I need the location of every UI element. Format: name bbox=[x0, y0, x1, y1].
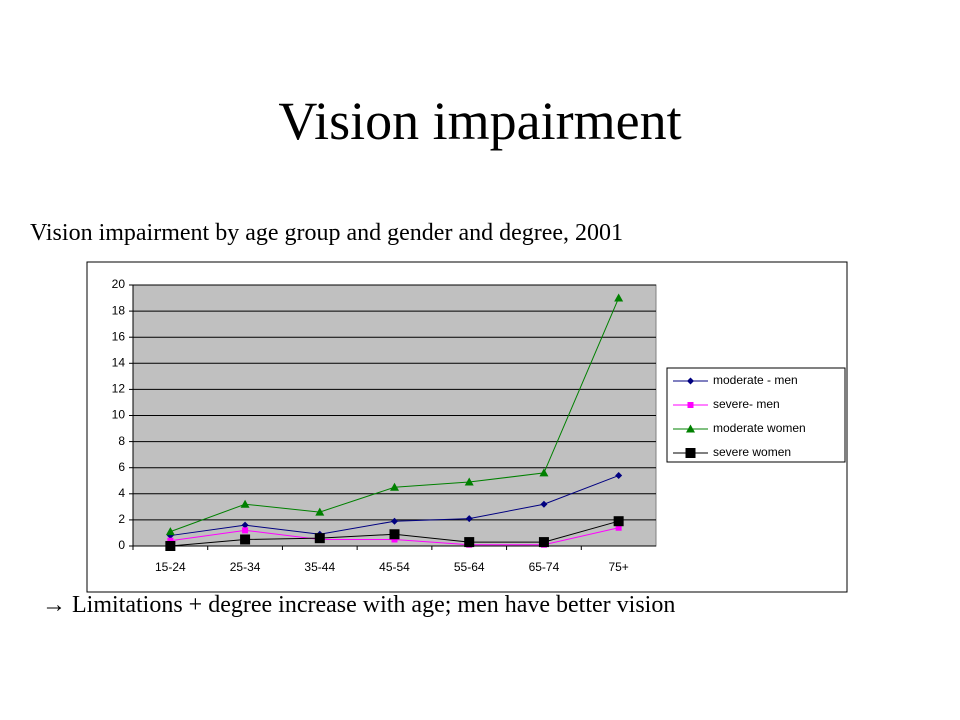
data-point bbox=[539, 468, 549, 477]
y-tick-label: 14 bbox=[112, 355, 126, 369]
data-point bbox=[315, 507, 325, 516]
data-point bbox=[240, 499, 250, 508]
data-point bbox=[613, 516, 624, 527]
y-tick-label: 6 bbox=[118, 460, 125, 474]
data-point bbox=[165, 527, 175, 536]
data-point bbox=[165, 541, 176, 551]
x-tick-label: 35-44 bbox=[304, 560, 335, 574]
y-tick-label: 16 bbox=[112, 329, 126, 343]
data-point bbox=[614, 293, 624, 302]
y-tick-label: 4 bbox=[118, 486, 125, 500]
legend-label: severe- men bbox=[713, 397, 780, 411]
data-point bbox=[242, 527, 249, 534]
data-point bbox=[465, 515, 473, 523]
subtitle: Vision impairment by age group and gende… bbox=[30, 220, 624, 246]
data-point bbox=[389, 529, 400, 540]
x-tick-label: 65-74 bbox=[529, 560, 560, 574]
note: → Limitations + degree increase with age… bbox=[42, 592, 676, 618]
data-point bbox=[464, 537, 475, 548]
y-tick-label: 18 bbox=[112, 303, 126, 317]
legend-box bbox=[666, 367, 846, 463]
data-point bbox=[390, 482, 399, 491]
slide-title: Vision impairment bbox=[278, 91, 682, 151]
legend-marker bbox=[686, 424, 695, 433]
legend-label: moderate - men bbox=[713, 373, 798, 387]
data-point bbox=[314, 533, 325, 544]
x-tick-label: 55-64 bbox=[454, 560, 485, 574]
x-tick-label: 15-24 bbox=[155, 560, 186, 574]
y-tick-label: 0 bbox=[118, 538, 125, 552]
data-point bbox=[615, 472, 623, 480]
y-tick-label: 10 bbox=[112, 408, 126, 422]
legend-label: severe women bbox=[713, 445, 791, 459]
data-point bbox=[391, 517, 398, 525]
x-tick-label: 45-54 bbox=[379, 560, 410, 574]
x-tick-label: 25-34 bbox=[230, 560, 261, 574]
data-point bbox=[464, 477, 474, 486]
y-tick-label: 20 bbox=[112, 277, 126, 291]
legend-marker bbox=[687, 402, 694, 408]
y-tick-label: 2 bbox=[118, 512, 125, 526]
legend-marker bbox=[685, 448, 696, 458]
legend-marker bbox=[687, 377, 694, 385]
y-tick-label: 8 bbox=[118, 434, 125, 448]
data-point bbox=[540, 500, 548, 508]
data-point bbox=[241, 521, 249, 529]
data-point bbox=[538, 537, 549, 548]
data-point bbox=[615, 524, 622, 531]
data-point bbox=[240, 534, 251, 545]
data-point bbox=[167, 537, 174, 544]
data-point bbox=[391, 536, 398, 543]
y-tick-label: 12 bbox=[112, 382, 126, 396]
x-tick-label: 75+ bbox=[608, 560, 628, 574]
legend-label: moderate women bbox=[713, 421, 806, 435]
